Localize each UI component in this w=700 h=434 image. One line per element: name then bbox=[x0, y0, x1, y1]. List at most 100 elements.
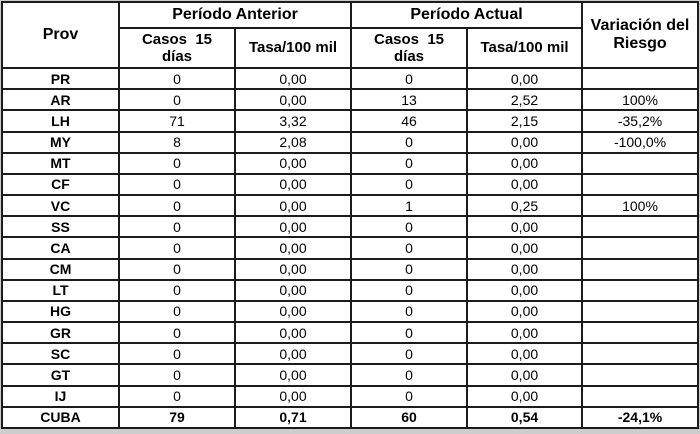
casos-anterior-cell: 0 bbox=[118, 299, 236, 324]
casos-actual-cell: 0 bbox=[350, 257, 469, 281]
variacion-cell bbox=[581, 363, 700, 387]
casos-anterior-cell: 0 bbox=[118, 215, 236, 239]
province-cell: PR bbox=[1, 66, 120, 91]
province-cell: LT bbox=[1, 278, 120, 302]
table-row: CM 0 0,00 0 0,00 bbox=[1, 257, 700, 281]
casos-anterior-cell: 0 bbox=[118, 321, 236, 345]
casos-anterior-cell: 79 bbox=[118, 405, 236, 430]
province-cell: SS bbox=[1, 215, 120, 239]
province-cell: GR bbox=[1, 321, 120, 345]
tasa-actual-cell: 0,00 bbox=[466, 151, 584, 175]
tasa-anterior-cell: 0,00 bbox=[233, 194, 353, 218]
subheader-casos-actual: Casos 15 días bbox=[350, 27, 469, 69]
tasa-anterior-cell: 0,00 bbox=[233, 151, 353, 175]
casos-actual-cell: 0 bbox=[350, 130, 469, 154]
casos-anterior-cell: 0 bbox=[118, 88, 236, 112]
table-row: HG 0 0,00 0 0,00 bbox=[1, 299, 700, 324]
casos-anterior-cell: 0 bbox=[118, 342, 236, 366]
province-cell: VC bbox=[1, 194, 120, 218]
tasa-actual-cell: 0,54 bbox=[466, 405, 584, 430]
header-period-actual: Período Actual bbox=[350, 1, 584, 29]
province-cell: HG bbox=[1, 299, 120, 324]
variacion-cell bbox=[581, 384, 700, 408]
header-sub-row: Casos 15 días Tasa/100 mil Casos 15 días… bbox=[2, 27, 698, 69]
header-variacion-riesgo: Variación del Riesgo bbox=[581, 1, 700, 69]
header-period-anterior: Período Anterior bbox=[117, 1, 353, 29]
province-cell: MT bbox=[1, 151, 120, 175]
province-cell: MY bbox=[1, 130, 120, 154]
variacion-cell bbox=[581, 215, 700, 239]
casos-anterior-cell: 0 bbox=[118, 257, 236, 281]
tasa-anterior-cell: 0,00 bbox=[233, 384, 353, 408]
casos-actual-cell: 13 bbox=[350, 88, 469, 112]
tasa-actual-cell: 0,00 bbox=[466, 172, 584, 197]
variacion-cell bbox=[581, 236, 700, 260]
table-row: LH 71 3,32 46 2,15 -35,2% bbox=[1, 109, 700, 133]
tasa-actual-cell: 0,00 bbox=[466, 215, 584, 239]
subheader-casos-anterior: Casos 15 días bbox=[118, 27, 236, 69]
tasa-actual-cell: 0,00 bbox=[466, 299, 584, 324]
total-row: CUBA 79 0,71 60 0,54 -24,1% bbox=[1, 405, 700, 430]
header-prov: Prov bbox=[1, 1, 120, 69]
tasa-anterior-cell: 2,08 bbox=[233, 130, 353, 154]
variacion-cell bbox=[581, 342, 700, 366]
variacion-cell bbox=[581, 321, 700, 345]
tasa-anterior-cell: 0,00 bbox=[233, 363, 353, 387]
tasa-actual-cell: 0,00 bbox=[466, 321, 584, 345]
province-cell: GT bbox=[1, 363, 120, 387]
header-group-row: Prov Período Anterior Período Actual Var… bbox=[1, 1, 700, 69]
casos-actual-cell: 60 bbox=[350, 405, 469, 430]
variacion-cell bbox=[581, 278, 700, 302]
province-cell: SC bbox=[1, 342, 120, 366]
table-row: IJ 0 0,00 0 0,00 bbox=[1, 384, 700, 408]
table-row: MY 8 2,08 0 0,00 -100,0% bbox=[1, 130, 700, 154]
tasa-anterior-cell: 0,00 bbox=[233, 236, 353, 260]
variacion-cell bbox=[581, 172, 700, 197]
table-row: MT 0 0,00 0 0,00 bbox=[1, 151, 700, 175]
table-row: GT 0 0,00 0 0,00 bbox=[1, 363, 700, 387]
table-row: PR 0 0,00 0 0,00 bbox=[1, 66, 700, 91]
variacion-cell bbox=[581, 257, 700, 281]
tasa-actual-cell: 0,00 bbox=[466, 384, 584, 408]
province-cell: IJ bbox=[1, 384, 120, 408]
tasa-anterior-cell: 0,00 bbox=[233, 278, 353, 302]
casos-actual-cell: 0 bbox=[350, 321, 469, 345]
casos-anterior-cell: 0 bbox=[118, 151, 236, 175]
casos-actual-cell: 0 bbox=[350, 299, 469, 324]
table-row: CA 0 0,00 0 0,00 bbox=[1, 236, 700, 260]
casos-anterior-cell: 0 bbox=[118, 384, 236, 408]
casos-actual-cell: 0 bbox=[350, 172, 469, 197]
tasa-actual-cell: 0,00 bbox=[466, 130, 584, 154]
table-row: VC 0 0,00 1 0,25 100% bbox=[1, 194, 700, 218]
variacion-cell: -35,2% bbox=[581, 109, 700, 133]
casos-actual-cell: 0 bbox=[350, 384, 469, 408]
variacion-cell: 100% bbox=[581, 88, 700, 112]
province-cell: CF bbox=[1, 172, 120, 197]
tasa-anterior-cell: 0,00 bbox=[233, 257, 353, 281]
tasa-anterior-cell: 0,00 bbox=[233, 342, 353, 366]
table-row: AR 0 0,00 13 2,52 100% bbox=[1, 88, 700, 112]
province-cell: LH bbox=[1, 109, 120, 133]
tasa-anterior-cell: 3,32 bbox=[233, 109, 353, 133]
variacion-cell: 100% bbox=[581, 194, 700, 218]
tasa-actual-cell: 0,00 bbox=[466, 278, 584, 302]
casos-actual-cell: 1 bbox=[350, 194, 469, 218]
subheader-tasa-anterior: Tasa/100 mil bbox=[233, 27, 353, 69]
casos-actual-cell: 0 bbox=[350, 66, 469, 91]
casos-actual-cell: 0 bbox=[350, 342, 469, 366]
table-row: CF 0 0,00 0 0,00 bbox=[1, 172, 700, 197]
tasa-actual-cell: 0,00 bbox=[466, 236, 584, 260]
tasa-actual-cell: 0,00 bbox=[466, 363, 584, 387]
tasa-anterior-cell: 0,00 bbox=[233, 299, 353, 324]
variacion-cell: -24,1% bbox=[581, 405, 700, 430]
casos-actual-cell: 46 bbox=[350, 109, 469, 133]
province-cell: AR bbox=[1, 88, 120, 112]
tasa-anterior-cell: 0,71 bbox=[233, 405, 353, 430]
tasa-actual-cell: 0,00 bbox=[466, 257, 584, 281]
province-cell: CM bbox=[1, 257, 120, 281]
variacion-cell bbox=[581, 66, 700, 91]
tasa-actual-cell: 2,15 bbox=[466, 109, 584, 133]
province-cell: CA bbox=[1, 236, 120, 260]
tasa-anterior-cell: 0,00 bbox=[233, 215, 353, 239]
